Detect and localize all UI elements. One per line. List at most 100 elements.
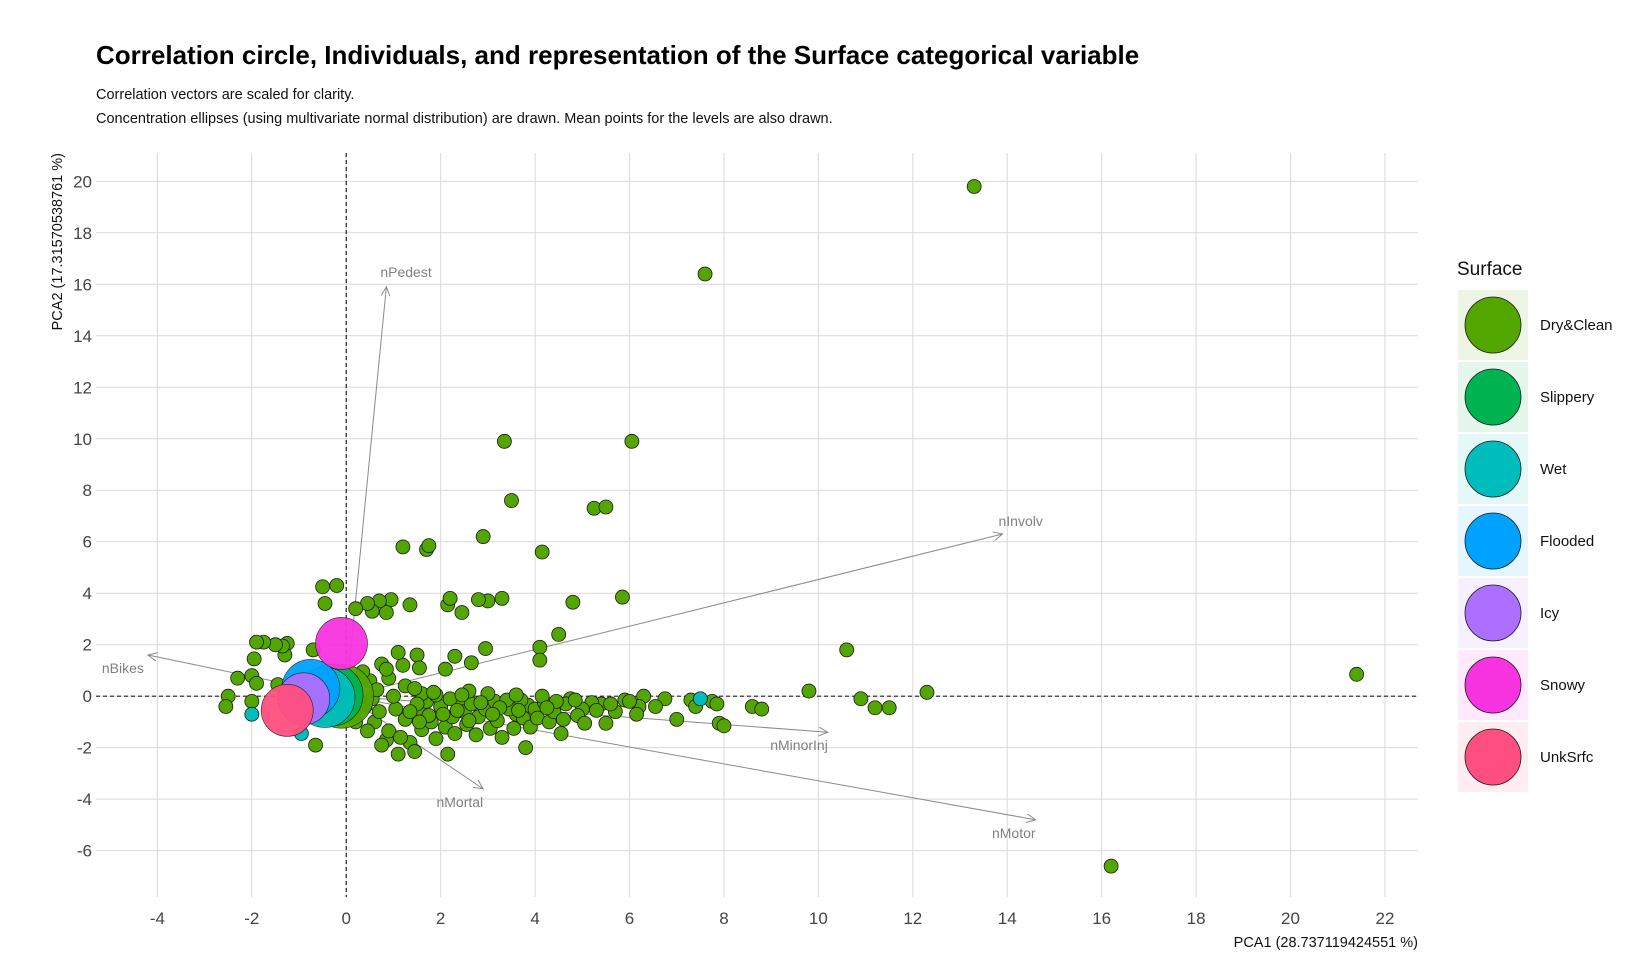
point-Dry&Clean xyxy=(754,701,770,717)
point-Dry&Clean xyxy=(471,592,486,608)
point-Dry&Clean xyxy=(437,661,453,677)
point-Dry&Clean xyxy=(648,699,663,714)
point-Dry&Clean xyxy=(407,744,423,759)
y-tick-label: 16 xyxy=(73,275,92,294)
chart-title: Correlation circle, Individuals, and rep… xyxy=(96,40,1140,70)
x-tick-label: -4 xyxy=(150,909,165,928)
legend: Surface Dry&Clean Slippery Wet Flooded Icy Sn… xyxy=(1457,259,1613,792)
level-mean-points xyxy=(260,617,374,737)
vector-label: nBikes xyxy=(102,660,144,676)
point-Dry&Clean xyxy=(230,670,246,686)
point-Dry&Clean xyxy=(716,718,732,734)
x-tick-label: 12 xyxy=(903,909,922,928)
x-axis-title: PCA1 (28.737119424551 %) xyxy=(1234,935,1418,951)
point-Dry&Clean xyxy=(697,266,713,282)
point-Dry&Clean xyxy=(454,605,470,620)
x-tick-label: 14 xyxy=(998,909,1017,928)
point-Dry&Clean xyxy=(565,594,581,610)
point-Dry&Clean xyxy=(567,692,583,708)
legend-label: Flooded xyxy=(1540,533,1594,550)
point-Dry&Clean xyxy=(447,726,463,741)
legend-key-UnkSrfc xyxy=(1464,728,1522,786)
point-Dry&Clean xyxy=(412,714,427,730)
point-Dry&Clean xyxy=(497,433,512,449)
x-tick-label: 16 xyxy=(1092,909,1111,928)
point-Dry&Clean xyxy=(249,634,264,650)
grid xyxy=(96,153,1418,897)
vector-label: nPedest xyxy=(380,264,431,280)
x-tick-label: 20 xyxy=(1281,909,1300,928)
y-tick-label: 4 xyxy=(83,584,92,603)
point-Dry&Clean xyxy=(402,597,418,613)
point-Dry&Clean xyxy=(360,723,375,739)
point-Dry&Clean xyxy=(839,642,855,658)
point-Dry&Clean xyxy=(395,657,411,673)
point-Dry&Clean xyxy=(534,544,550,560)
x-tick-label: 4 xyxy=(530,909,539,928)
point-Dry&Clean xyxy=(504,493,519,508)
axis-ticks: -4 -2 0 2 4 6 8 10 12 14 16 18 20 22 -6 -4 -2 0 2 4 6 8 10 12 14… xyxy=(73,172,1394,928)
vector-arrowhead xyxy=(380,285,391,297)
legend-key-Wet xyxy=(1464,440,1522,498)
y-tick-label: -2 xyxy=(77,739,92,758)
x-tick-label: 8 xyxy=(719,909,728,928)
point-Dry&Clean xyxy=(801,683,817,699)
y-tick-label: 2 xyxy=(83,636,92,655)
y-tick-label: -4 xyxy=(77,790,92,809)
point-Dry&Clean xyxy=(435,706,451,722)
point-Dry&Clean xyxy=(371,704,387,720)
vector-arrowhead xyxy=(1025,813,1037,823)
point-Dry&Clean xyxy=(709,696,725,712)
zero-lines xyxy=(96,153,1418,897)
point-Dry&Clean xyxy=(386,688,401,704)
vector-label: nMortal xyxy=(436,794,483,810)
point-Dry&Clean xyxy=(449,702,465,718)
legend-key-Snowy xyxy=(1464,656,1522,714)
point-Dry&Clean xyxy=(966,179,982,194)
point-Dry&Clean xyxy=(468,727,484,743)
correlation-vectors: nPedest nInvolv nBikes nMinorInj nMortal nMot… xyxy=(102,264,1043,841)
legend-label: Wet xyxy=(1540,461,1567,478)
chart-subtitle-line-2: Concentration ellipses (using multivaria… xyxy=(96,111,833,127)
legend-label: Slippery xyxy=(1540,389,1595,406)
point-Dry&Clean xyxy=(442,590,458,606)
point-Dry&Clean xyxy=(381,723,397,739)
y-tick-label: 14 xyxy=(73,327,92,346)
point-Dry&Clean xyxy=(551,627,567,642)
point-Dry&Clean xyxy=(1349,666,1365,682)
point-Dry&Clean xyxy=(315,579,331,595)
vector-arrowhead xyxy=(146,652,158,662)
point-Dry&Clean xyxy=(428,731,444,747)
point-Dry&Clean xyxy=(412,660,427,676)
y-tick-label: 12 xyxy=(73,378,92,397)
point-Dry&Clean xyxy=(598,499,614,515)
legend-label: Icy xyxy=(1540,605,1560,622)
point-Dry&Clean xyxy=(506,720,522,736)
point-Dry&Clean xyxy=(378,661,394,677)
legend-key-Dry&Clean xyxy=(1464,296,1522,354)
point-Dry&Clean xyxy=(511,702,526,718)
point-Dry&Clean xyxy=(624,433,640,449)
point-Dry&Clean xyxy=(478,641,493,656)
point-Dry&Clean xyxy=(539,700,555,716)
point-Dry&Clean xyxy=(244,693,260,709)
x-tick-label: 2 xyxy=(436,909,445,928)
point-Dry&Clean xyxy=(494,729,510,745)
mean-point-Snowy xyxy=(315,617,368,670)
point-Dry&Clean xyxy=(553,726,569,741)
point-Dry&Clean xyxy=(485,706,501,722)
legend-label: UnkSrfc xyxy=(1540,749,1594,766)
point-Dry&Clean xyxy=(853,691,869,707)
point-Dry&Clean xyxy=(463,655,479,671)
point-Dry&Clean xyxy=(867,700,883,716)
point-Dry&Clean xyxy=(615,589,630,605)
point-Dry&Clean xyxy=(308,737,323,753)
point-Dry&Clean xyxy=(329,578,345,593)
x-tick-label: 0 xyxy=(342,909,351,928)
point-Dry&Clean xyxy=(669,711,685,727)
point-Dry&Clean xyxy=(556,711,571,727)
point-Dry&Clean xyxy=(461,713,477,729)
y-tick-label: 8 xyxy=(83,481,92,500)
point-Wet xyxy=(692,691,708,707)
